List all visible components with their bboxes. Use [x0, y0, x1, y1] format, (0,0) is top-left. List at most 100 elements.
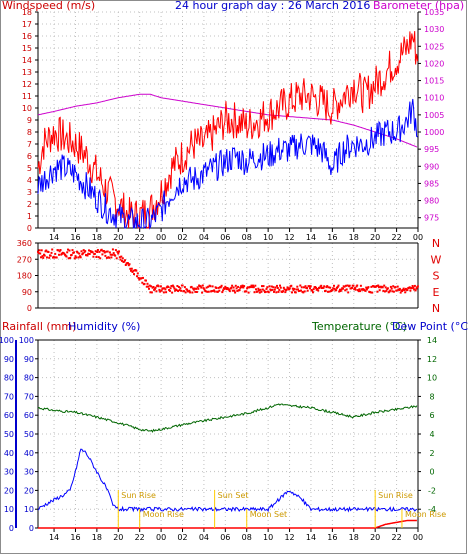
direction-point — [224, 285, 227, 288]
direction-point — [358, 288, 361, 291]
windspeed-tick-label: 9 — [27, 116, 32, 125]
direction-point — [45, 249, 48, 252]
direction-point — [279, 286, 282, 289]
direction-point — [413, 284, 416, 287]
direction-point — [94, 250, 97, 253]
direction-point — [354, 288, 357, 291]
temperature-tick-label: 4 — [429, 430, 434, 439]
direction-point — [237, 285, 240, 288]
barometer-tick-label: 1025 — [424, 42, 444, 51]
direction-point — [79, 256, 82, 259]
rainfall-tick-label: 50 — [4, 430, 14, 439]
direction-point — [251, 286, 254, 289]
temp-panel-hour-label: 16 — [327, 533, 337, 542]
direction-point — [264, 290, 267, 293]
direction-point — [231, 284, 234, 287]
direction-point — [238, 289, 241, 292]
wind-average-line — [37, 98, 418, 230]
direction-point — [282, 286, 285, 289]
direction-point — [87, 252, 90, 255]
direction-point — [205, 286, 208, 289]
direction-point — [148, 284, 151, 287]
temperature-line — [37, 403, 418, 433]
direction-point — [291, 287, 294, 290]
direction-point — [342, 287, 344, 290]
humidity-tick-label: 50 — [24, 430, 34, 439]
direction-point — [86, 254, 89, 257]
direction-point — [327, 290, 329, 293]
windspeed-tick-label: 6 — [27, 152, 32, 161]
temp-panel-hour-label: 02 — [177, 533, 187, 542]
direction-point — [303, 286, 305, 289]
direction-point — [377, 284, 380, 287]
direction-point — [337, 284, 340, 287]
direction-point — [171, 284, 174, 287]
direction-point — [92, 255, 95, 258]
direction-point — [183, 286, 186, 289]
direction-point — [75, 256, 78, 259]
direction-point — [339, 290, 342, 292]
direction-point — [317, 289, 320, 292]
direction-point — [104, 254, 107, 257]
direction-point — [288, 287, 291, 290]
direction-point — [200, 286, 203, 289]
direction-point — [179, 287, 182, 290]
direction-point — [150, 285, 153, 288]
windspeed-tick-label: 13 — [22, 68, 32, 77]
temp-panel-hour-label: 18 — [349, 533, 359, 542]
temperature-tick-label: 8 — [429, 392, 434, 401]
direction-point — [135, 269, 138, 272]
direction-point — [322, 286, 325, 289]
direction-point — [401, 290, 404, 292]
direction-point — [328, 290, 331, 293]
windspeed-tick-label: 7 — [27, 140, 32, 149]
direction-point — [327, 286, 330, 289]
direction-point — [344, 289, 347, 292]
direction-point — [403, 289, 406, 291]
direction-point — [276, 284, 278, 287]
temperature-tick-label: 10 — [427, 374, 437, 383]
direction-point — [183, 290, 186, 293]
direction-point — [67, 257, 70, 260]
direction-point — [232, 286, 235, 289]
direction-point — [228, 288, 231, 291]
rainfall-tick-label: 70 — [4, 392, 14, 401]
wind-panel-hour-label: 18 — [349, 233, 359, 242]
direction-point — [239, 286, 242, 289]
direction-point — [359, 284, 362, 287]
direction-point — [207, 285, 210, 288]
direction-point — [294, 291, 297, 294]
direction-point — [332, 287, 335, 290]
wind-panel-hour-label: 06 — [220, 233, 230, 242]
direction-point — [47, 251, 50, 253]
direction-point — [392, 290, 395, 293]
direction-point — [53, 256, 56, 259]
temp-panel-hour-label: 14 — [49, 533, 59, 542]
direction-point — [389, 289, 392, 292]
event-label: Sun Set — [218, 491, 249, 500]
direction-point — [97, 256, 100, 259]
direction-point — [51, 248, 54, 251]
direction-point — [110, 256, 113, 259]
direction-point — [199, 285, 202, 288]
direction-point — [78, 252, 81, 255]
direction-point — [235, 287, 238, 290]
direction-point — [115, 257, 118, 260]
direction-point — [192, 287, 195, 290]
direction-point — [74, 255, 77, 258]
direction-tick-label: 180 — [17, 272, 32, 281]
direction-point — [409, 289, 412, 292]
direction-tick-label: 90 — [22, 288, 32, 297]
compass-label: S — [433, 270, 440, 283]
direction-point — [140, 277, 143, 280]
direction-point — [340, 288, 343, 291]
humidity-tick-label: 80 — [24, 374, 34, 383]
direction-point — [106, 250, 109, 253]
direction-point — [128, 263, 131, 266]
windspeed-tick-label: 14 — [22, 56, 32, 65]
direction-point — [279, 284, 281, 287]
wind-panel-hour-label: 16 — [70, 233, 80, 242]
direction-point — [345, 288, 348, 291]
direction-point — [220, 284, 223, 287]
direction-point — [284, 291, 287, 294]
